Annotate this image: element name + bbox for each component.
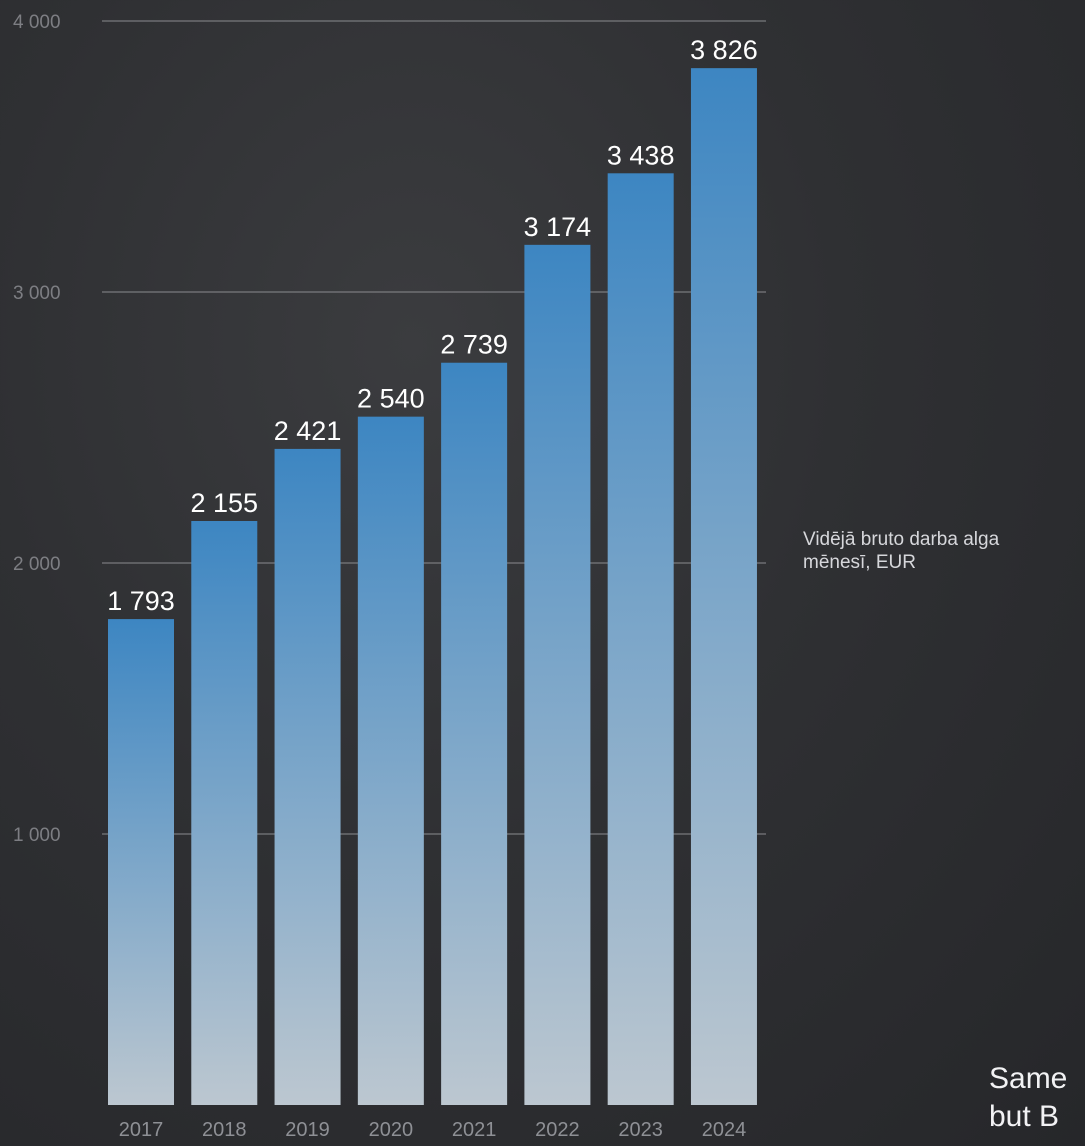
y-tick-label: 1 000 (13, 825, 61, 846)
y-tick-label: 2 000 (13, 554, 61, 575)
value-label-2024: 3 826 (690, 35, 758, 65)
series-label-line-2: mēnesī, EUR (803, 552, 916, 573)
category-label-2021: 2021 (452, 1119, 497, 1141)
value-label-2019: 2 421 (274, 416, 342, 446)
y-tick-label: 3 000 (13, 283, 61, 304)
bar-2023 (607, 173, 674, 1105)
bar-2020 (357, 416, 424, 1105)
corner-note: Same but B (989, 1060, 1085, 1136)
value-label-2017: 1 793 (107, 586, 175, 616)
bar-2022 (524, 244, 591, 1105)
category-label-2017: 2017 (119, 1119, 164, 1141)
value-label-2023: 3 438 (607, 140, 675, 170)
bar-2017 (108, 619, 174, 1105)
value-label-2021: 2 739 (440, 330, 508, 360)
bar-2019 (274, 448, 341, 1105)
series-label: Vidējā bruto darba alga mēnesī, EUR (803, 528, 1085, 574)
series-label-line-1: Vidējā bruto darba alga (803, 529, 1000, 550)
value-label-2020: 2 540 (357, 384, 425, 414)
category-label-2018: 2018 (202, 1119, 247, 1141)
bars (108, 68, 757, 1106)
y-tick-label: 4 000 (13, 12, 61, 33)
labels: 1 000 2 000 3 000 4 000 1 793 2017 2 155 2018 2 … (13, 12, 758, 1141)
category-label-2020: 2020 (369, 1119, 414, 1141)
category-label-2022: 2022 (535, 1119, 580, 1141)
category-label-2023: 2023 (618, 1119, 663, 1141)
bar-2021 (441, 362, 508, 1106)
value-label-2018: 2 155 (190, 488, 258, 518)
corner-note-line-1: Same (989, 1062, 1068, 1095)
category-label-2024: 2024 (702, 1119, 747, 1141)
value-label-2022: 3 174 (524, 212, 592, 242)
category-label-2019: 2019 (285, 1119, 330, 1141)
bar-2024 (690, 68, 757, 1105)
bar-2018 (191, 520, 258, 1105)
corner-note-line-2: but B (989, 1100, 1060, 1133)
